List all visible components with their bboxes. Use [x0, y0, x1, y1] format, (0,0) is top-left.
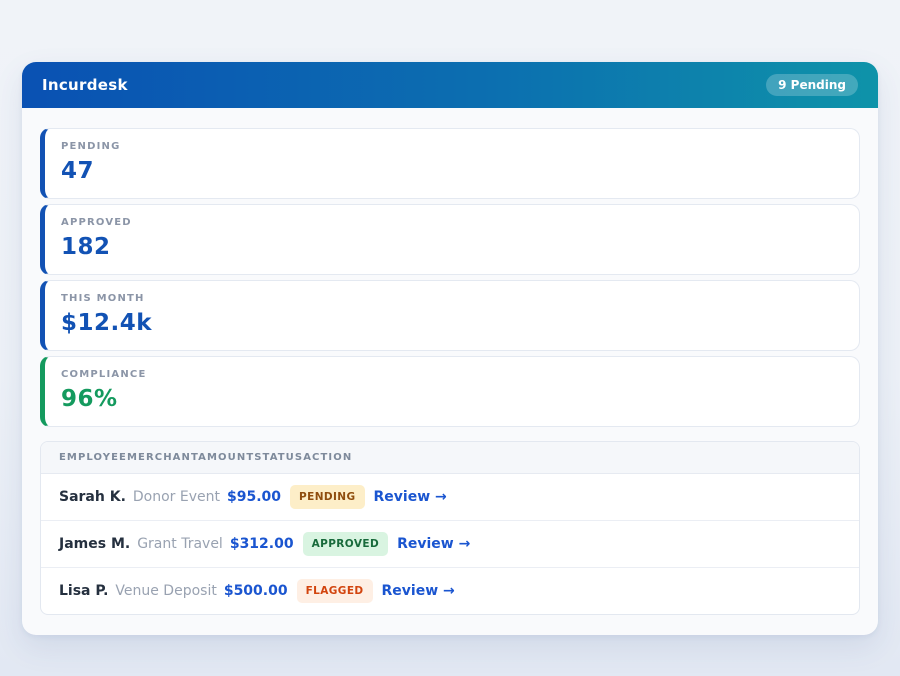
- merchant-name: Donor Event: [132, 489, 220, 505]
- expense-amount: $95.00: [227, 489, 282, 505]
- table-row: Sarah K. Donor Event $95.00 PENDING Revi…: [41, 474, 859, 521]
- merchant-name: Grant Travel: [137, 536, 223, 552]
- stat-label: COMPLIANCE: [61, 369, 147, 380]
- stat-value: $12.4k: [61, 310, 153, 336]
- pending-count-badge: 9 Pending: [766, 74, 858, 96]
- stat-label: PENDING: [61, 141, 121, 152]
- stat-value: 47: [61, 158, 95, 184]
- expense-amount: $312.00: [229, 536, 294, 552]
- app-content: PENDING 47 APPROVED 182 THIS MONTH $12.4…: [22, 108, 878, 635]
- status-badge: APPROVED: [302, 532, 389, 556]
- col-header-amount: AMOUNT: [198, 452, 255, 463]
- stat-card-approved: APPROVED 182: [40, 204, 860, 275]
- col-header-action: ACTION: [303, 452, 353, 463]
- stat-card-compliance: COMPLIANCE 96%: [40, 356, 860, 427]
- col-header-employee: EMPLOYEE: [59, 452, 127, 463]
- app-card: Incurdesk 9 Pending PENDING 47 APPROVED …: [22, 62, 878, 635]
- merchant-name: Venue Deposit: [115, 583, 217, 599]
- col-header-merchant: MERCHANT: [126, 452, 199, 463]
- app-title: Incurdesk: [42, 76, 128, 94]
- employee-name: Sarah K.: [59, 489, 126, 505]
- stat-label: APPROVED: [61, 217, 132, 228]
- stat-label: THIS MONTH: [61, 293, 145, 304]
- review-link[interactable]: Review →: [397, 536, 471, 552]
- expenses-table: EMPLOYEEMERCHANTAMOUNTSTATUSACTION Sarah…: [40, 441, 860, 615]
- stat-card-pending: PENDING 47: [40, 128, 860, 199]
- stat-value: 96%: [61, 386, 118, 412]
- stat-card-this-month: THIS MONTH $12.4k: [40, 280, 860, 351]
- employee-name: Lisa P.: [59, 583, 109, 599]
- review-link[interactable]: Review →: [373, 489, 447, 505]
- stat-value: 182: [61, 234, 111, 260]
- review-link[interactable]: Review →: [381, 583, 455, 599]
- col-header-status: STATUS: [254, 452, 304, 463]
- table-row: Lisa P. Venue Deposit $500.00 FLAGGED Re…: [41, 568, 859, 614]
- employee-name: James M.: [59, 536, 131, 552]
- table-row: James M. Grant Travel $312.00 APPROVED R…: [41, 521, 859, 568]
- status-badge: FLAGGED: [296, 579, 373, 603]
- status-badge: PENDING: [290, 485, 365, 509]
- table-header-row: EMPLOYEEMERCHANTAMOUNTSTATUSACTION: [41, 442, 859, 474]
- app-header: Incurdesk 9 Pending: [22, 62, 878, 108]
- expense-amount: $500.00: [223, 583, 288, 599]
